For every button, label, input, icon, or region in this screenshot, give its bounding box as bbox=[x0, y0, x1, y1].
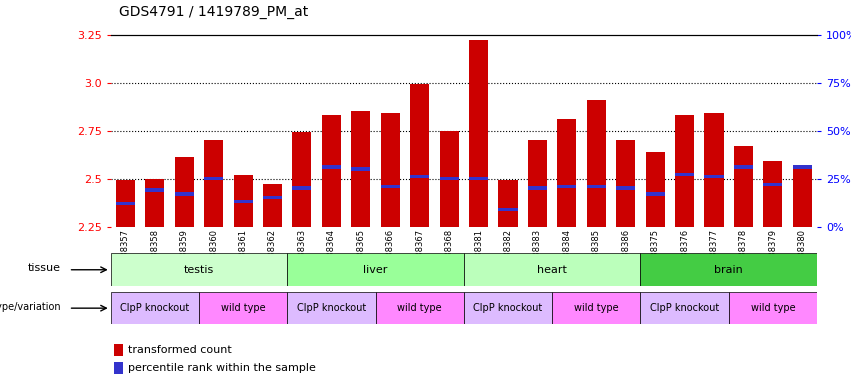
Bar bbox=[263, 184, 282, 227]
Bar bbox=[640, 253, 817, 286]
Text: tissue: tissue bbox=[28, 263, 61, 273]
Bar bbox=[557, 119, 576, 227]
Bar bbox=[204, 177, 223, 180]
Text: ClpP knockout: ClpP knockout bbox=[650, 303, 719, 313]
Bar bbox=[499, 180, 517, 227]
Bar bbox=[351, 167, 370, 171]
Bar bbox=[375, 292, 464, 324]
Text: genotype/variation: genotype/variation bbox=[0, 301, 61, 311]
Text: percentile rank within the sample: percentile rank within the sample bbox=[129, 363, 317, 373]
Bar bbox=[439, 177, 459, 180]
Bar bbox=[233, 175, 253, 227]
Bar bbox=[734, 146, 753, 227]
Text: wild type: wild type bbox=[220, 303, 266, 313]
Bar bbox=[464, 253, 640, 286]
Bar bbox=[792, 166, 812, 169]
Bar bbox=[114, 344, 123, 356]
Bar bbox=[616, 140, 635, 227]
Text: ClpP knockout: ClpP knockout bbox=[120, 303, 190, 313]
Bar bbox=[111, 292, 199, 324]
Bar bbox=[287, 292, 375, 324]
Bar bbox=[322, 115, 341, 227]
Bar bbox=[763, 183, 782, 186]
Bar bbox=[146, 189, 164, 192]
Text: ClpP knockout: ClpP knockout bbox=[297, 303, 366, 313]
Bar bbox=[675, 115, 694, 227]
Bar bbox=[646, 192, 665, 196]
Bar bbox=[439, 131, 459, 227]
Bar bbox=[410, 84, 429, 227]
Bar bbox=[528, 140, 547, 227]
Bar bbox=[705, 113, 723, 227]
Text: transformed count: transformed count bbox=[129, 345, 232, 355]
Bar bbox=[646, 152, 665, 227]
Bar bbox=[552, 292, 640, 324]
Bar bbox=[380, 185, 400, 188]
Bar bbox=[586, 185, 606, 188]
Bar bbox=[528, 187, 547, 190]
Text: liver: liver bbox=[363, 265, 388, 275]
Text: testis: testis bbox=[184, 265, 214, 275]
Bar bbox=[233, 200, 253, 204]
Bar bbox=[675, 173, 694, 177]
Bar bbox=[174, 157, 194, 227]
Bar bbox=[111, 253, 287, 286]
Bar bbox=[586, 100, 606, 227]
Bar bbox=[469, 40, 488, 227]
Text: GDS4791 / 1419789_PM_at: GDS4791 / 1419789_PM_at bbox=[119, 5, 308, 19]
Text: brain: brain bbox=[714, 265, 743, 275]
Bar bbox=[114, 362, 123, 374]
Bar bbox=[116, 180, 135, 227]
Bar bbox=[287, 253, 464, 286]
Bar bbox=[146, 179, 164, 227]
Bar bbox=[705, 175, 723, 179]
Bar bbox=[116, 202, 135, 205]
Text: ClpP knockout: ClpP knockout bbox=[473, 303, 543, 313]
Bar bbox=[410, 175, 429, 179]
Bar bbox=[174, 192, 194, 196]
Bar bbox=[792, 165, 812, 227]
Bar bbox=[293, 132, 311, 227]
Bar bbox=[616, 187, 635, 190]
Bar bbox=[263, 196, 282, 200]
Bar bbox=[380, 113, 400, 227]
Bar bbox=[499, 208, 517, 211]
Bar bbox=[199, 292, 287, 324]
Text: wild type: wild type bbox=[397, 303, 442, 313]
Bar bbox=[557, 185, 576, 188]
Bar bbox=[351, 111, 370, 227]
Bar bbox=[763, 161, 782, 227]
Bar bbox=[322, 166, 341, 169]
Bar bbox=[734, 166, 753, 169]
Bar bbox=[728, 292, 817, 324]
Text: heart: heart bbox=[537, 265, 567, 275]
Bar bbox=[469, 177, 488, 180]
Bar bbox=[464, 292, 552, 324]
Bar bbox=[204, 140, 223, 227]
Text: wild type: wild type bbox=[751, 303, 795, 313]
Bar bbox=[640, 292, 728, 324]
Bar bbox=[293, 187, 311, 190]
Text: wild type: wild type bbox=[574, 303, 619, 313]
